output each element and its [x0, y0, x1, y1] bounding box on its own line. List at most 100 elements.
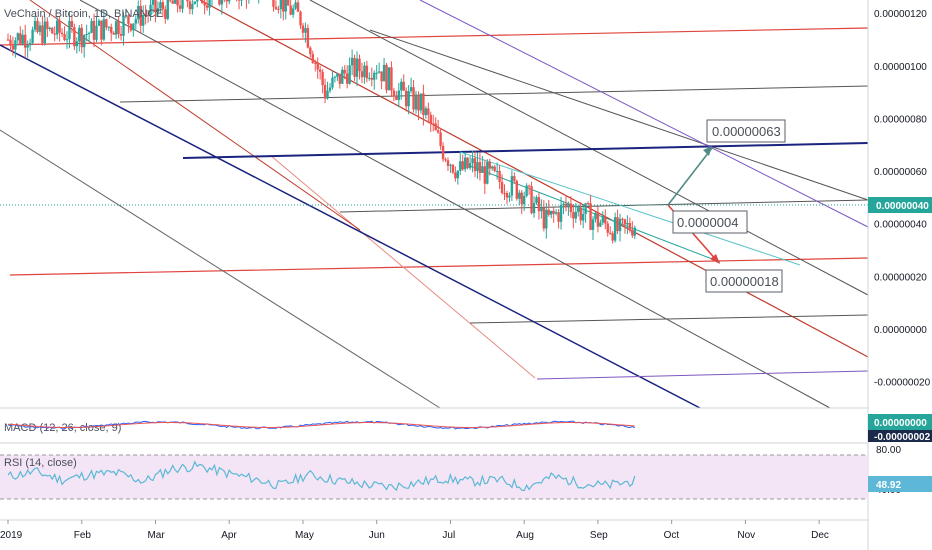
- candle-body: [139, 5, 142, 26]
- candle-body: [522, 195, 526, 205]
- callout-target-down[interactable]: 0.00000018: [705, 269, 783, 293]
- macd-pane[interactable]: MACD (12, 26, close, 9) 0.00000000 -0.00…: [4, 414, 932, 443]
- candle-body: [309, 47, 312, 55]
- candle-body: [129, 23, 133, 31]
- candle-body: [429, 114, 432, 124]
- candle-body: [606, 223, 609, 233]
- candle-body: [282, 0, 285, 12]
- candle-body: [63, 34, 66, 40]
- candle-body: [65, 39, 69, 41]
- rsi-label: RSI (14, close): [4, 457, 77, 469]
- candle-body: [449, 164, 452, 166]
- purple-diagonal: [419, 0, 869, 228]
- price-axis[interactable]: 0.00000120 0.00000100 0.00000080 0.00000060…: [874, 9, 931, 389]
- candle-body: [572, 212, 575, 219]
- candle-body: [196, 0, 199, 2]
- candle-body: [41, 25, 44, 44]
- candle-body: [46, 21, 49, 30]
- current-price-value: 0.00000040: [876, 201, 929, 212]
- candle-body: [441, 145, 445, 160]
- candle-body: [287, 0, 290, 6]
- candle-body: [628, 222, 632, 231]
- candle-body: [291, 8, 295, 15]
- candle-body: [100, 20, 103, 40]
- candle-body: [569, 203, 573, 213]
- candle-body: [348, 65, 351, 84]
- candle-body: [404, 90, 408, 107]
- candle-body: [402, 81, 405, 91]
- callout-target-up[interactable]: 0.00000063: [706, 119, 786, 143]
- time-tick-label: Apr: [221, 530, 237, 541]
- candle-body: [557, 212, 560, 222]
- candle-body: [579, 207, 582, 221]
- rsi-pane[interactable]: RSI (14, close) 80.00 40.00 48.92: [0, 445, 932, 500]
- candle-body: [481, 166, 484, 173]
- time-tick-label: Aug: [516, 530, 534, 541]
- candle-body: [518, 192, 521, 199]
- candle-body: [156, 8, 160, 13]
- candle-body: [461, 161, 464, 170]
- rsi-line: [7, 460, 636, 492]
- time-axis[interactable]: 2019 Feb Mar Apr May Jun Jul Aug Sep Oct Nov Dec: [0, 520, 829, 541]
- candle-body: [36, 20, 39, 32]
- candle-body: [169, 0, 172, 1]
- candle-body: [132, 23, 135, 31]
- candle-body: [228, 0, 231, 2]
- candle-body: [75, 41, 79, 47]
- candle-body: [105, 19, 108, 28]
- signal-line: [7, 422, 635, 428]
- candle-body: [373, 72, 376, 80]
- gray-diagonal-3: [369, 29, 869, 201]
- candle-body: [545, 209, 548, 229]
- candle-body: [311, 54, 314, 63]
- candle-body: [205, 5, 209, 8]
- candle-body: [97, 20, 101, 26]
- candle-body: [272, 0, 275, 7]
- price-tick-label: 0.00000040: [874, 220, 927, 231]
- time-tick-label: Dec: [811, 530, 829, 541]
- candle-body: [456, 170, 460, 179]
- candle-body: [407, 91, 410, 107]
- callout-box: [706, 119, 786, 143]
- candle-body: [547, 209, 550, 215]
- candle-body: [360, 71, 364, 78]
- candle-body: [85, 33, 88, 36]
- candle-body: [586, 203, 590, 205]
- candle-body: [503, 192, 506, 194]
- candle-body: [355, 58, 359, 77]
- candle-body: [574, 211, 577, 219]
- candle-body: [70, 21, 74, 28]
- candle-body: [112, 32, 115, 35]
- candle-body: [596, 213, 600, 227]
- candle-body: [532, 202, 536, 214]
- callout-mid[interactable]: 0.0000004: [672, 210, 748, 234]
- candle-body: [60, 32, 64, 35]
- candle-body: [550, 210, 553, 215]
- candle-body: [6, 39, 10, 41]
- blue-diagonal: [0, 44, 701, 409]
- candle-body: [176, 0, 179, 6]
- candle-body: [306, 28, 310, 48]
- candle-body: [584, 203, 587, 215]
- candle-body: [451, 164, 455, 173]
- candle-body: [220, 0, 224, 5]
- candle-body: [505, 193, 509, 198]
- candle-body: [488, 161, 491, 169]
- candle-body: [328, 87, 332, 91]
- candle-body: [78, 27, 81, 42]
- candle-body: [11, 45, 15, 50]
- candle-body: [186, 0, 189, 2]
- gray-diagonal-4: [0, 129, 441, 409]
- candle-body: [26, 45, 29, 48]
- candle-body: [594, 213, 597, 220]
- candle-body: [51, 27, 54, 34]
- main-pane[interactable]: [0, 0, 868, 408]
- candle-body: [137, 5, 140, 20]
- gray-horizontal-mid: [339, 199, 869, 213]
- candle-body: [623, 219, 627, 225]
- candle-body: [353, 57, 356, 77]
- candle-body: [375, 72, 378, 74]
- candle-body: [203, 3, 206, 6]
- candle-body: [554, 212, 558, 214]
